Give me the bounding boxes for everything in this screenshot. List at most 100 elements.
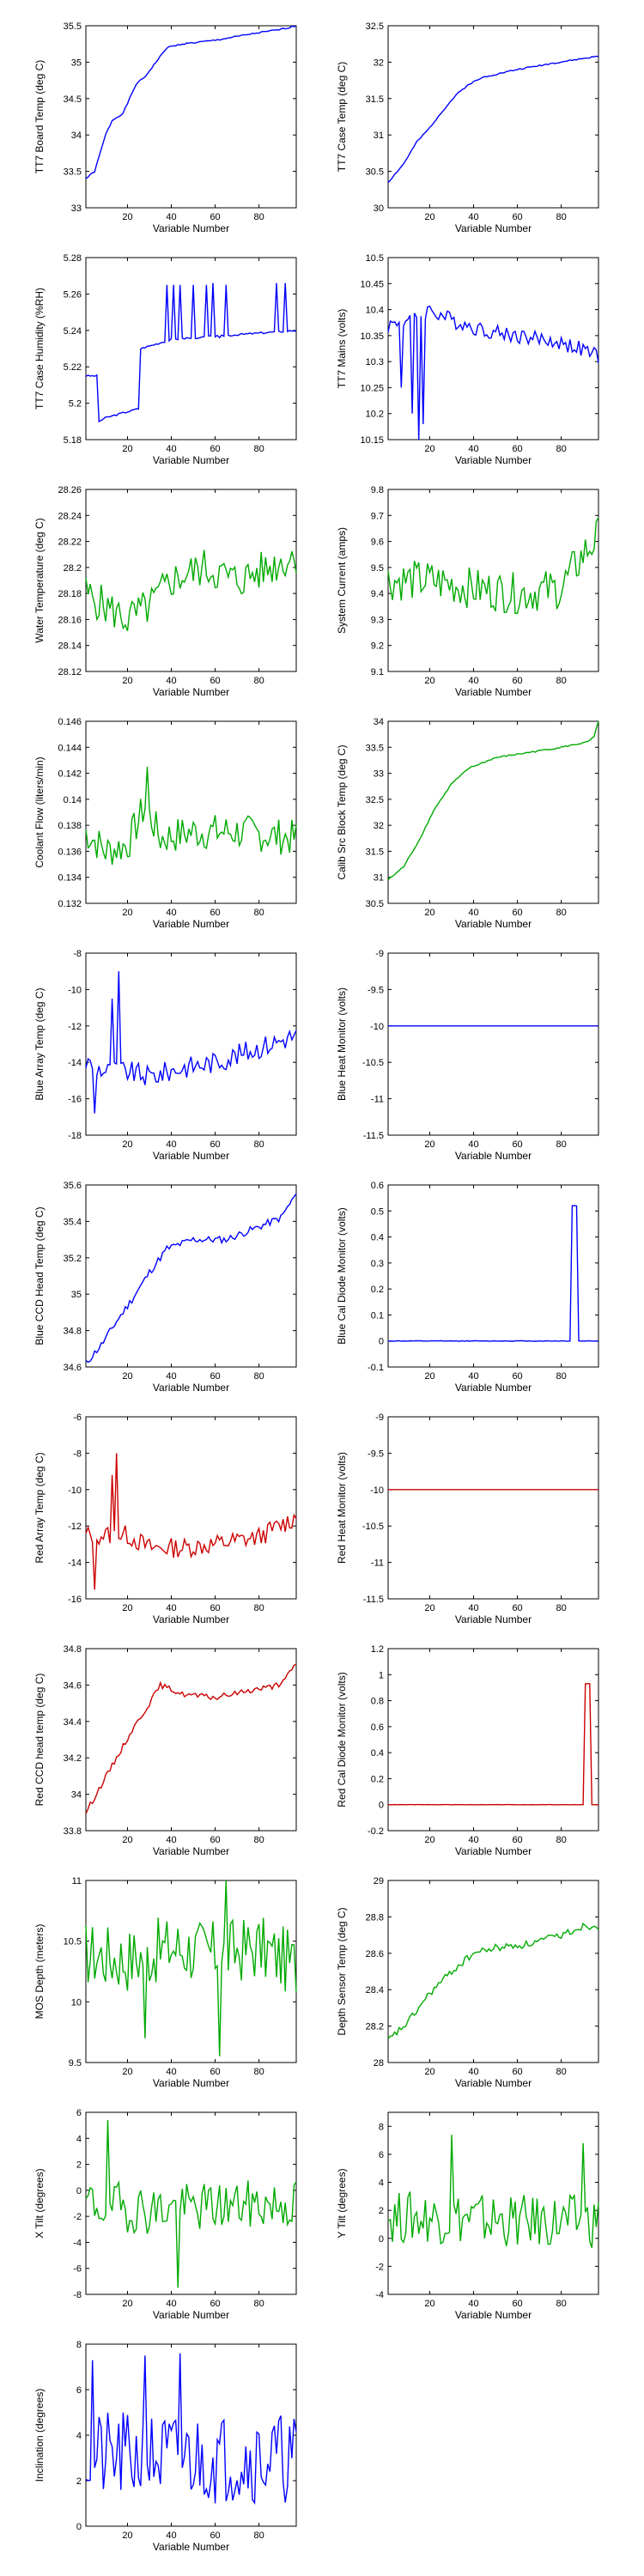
y-tick-label: -6	[73, 1413, 82, 1423]
x-axis-label: Variable Number	[153, 1845, 229, 1857]
axes-box	[387, 1648, 599, 1832]
series-line	[387, 720, 599, 881]
series-line	[85, 1880, 297, 2057]
y-tick-label: 2	[379, 2206, 384, 2216]
y-tick-label: -0.2	[368, 1826, 384, 1837]
x-tick-label: 40	[468, 1603, 478, 1613]
y-axis-label: Depth Sensor Temp (deg C)	[336, 1907, 348, 2035]
subplot-6: 20 40 60 80 9.1 9.2 9.3 9.4 9.5 9.6 9.7 9.8 Variable…	[336, 485, 599, 698]
y-tick-label: 28.8	[366, 1912, 384, 1923]
x-tick-label: 60	[210, 676, 220, 686]
x-tick-label: 20	[424, 212, 434, 222]
y-tick-label: 2	[76, 2160, 82, 2171]
x-axis-label: Variable Number	[153, 2077, 229, 2089]
x-tick-label: 80	[253, 676, 264, 686]
y-tick-label: -9.5	[368, 985, 384, 995]
series-line	[387, 55, 599, 183]
x-tick-label: 60	[512, 212, 522, 222]
y-tick-label: 33	[71, 204, 82, 214]
y-tick-label: 10.15	[360, 435, 384, 446]
series-line	[85, 766, 297, 866]
series-line	[85, 2353, 297, 2506]
x-axis-label: Variable Number	[455, 222, 532, 234]
subplot-15: 20 40 60 80 33.8 34 34.2 34.4 34.6 34.8 Variable N…	[33, 1644, 297, 1857]
y-tick-label: 0.6	[371, 1722, 384, 1733]
series-line	[85, 25, 297, 179]
y-tick-label: 34	[374, 717, 384, 727]
x-axis-label: Variable Number	[153, 1150, 229, 1162]
x-tick-label: 60	[512, 1139, 522, 1150]
y-tick-label: -18	[68, 1131, 82, 1141]
x-axis-label: Variable Number	[455, 918, 532, 930]
series-line	[387, 517, 599, 615]
y-tick-label: 0.2	[371, 1285, 384, 1295]
x-axis-label: Variable Number	[153, 2541, 229, 2553]
y-tick-label: -10	[68, 1485, 82, 1496]
y-tick-label: 5.22	[64, 362, 82, 373]
y-tick-label: 32.5	[366, 795, 384, 805]
y-tick-label: 35	[71, 1290, 82, 1300]
y-tick-label: 9.8	[371, 485, 384, 495]
y-tick-label: 30.5	[366, 167, 384, 178]
subplot-11: 20 40 60 80 34.6 34.8 35 35.2 35.4 35.6 Variable N…	[33, 1181, 297, 1394]
y-tick-label: -8	[73, 949, 82, 959]
y-tick-label: 31	[374, 131, 384, 141]
y-tick-label: -14	[68, 1558, 82, 1569]
y-tick-label: 28.4	[366, 1985, 384, 1996]
y-tick-label: 32	[374, 821, 384, 831]
x-tick-label: 80	[253, 1835, 264, 1845]
y-tick-label: 28.16	[58, 615, 82, 625]
x-axis-label: Variable Number	[455, 1613, 532, 1625]
x-tick-label: 80	[556, 2067, 566, 2077]
subplot-4: 20 40 60 80 10.15 10.2 10.25 10.3 10.35 10.4 10.45…	[336, 253, 599, 466]
y-tick-label: 0.134	[58, 873, 82, 884]
series-line	[85, 550, 297, 632]
x-tick-label: 80	[556, 1139, 566, 1150]
y-tick-label: 35.5	[64, 21, 82, 32]
x-tick-label: 60	[512, 2067, 522, 2077]
x-tick-label: 60	[210, 2530, 220, 2541]
x-tick-label: 60	[512, 1371, 522, 1382]
x-tick-label: 20	[424, 908, 434, 918]
x-axis-label: Variable Number	[455, 2077, 532, 2089]
x-tick-label: 20	[122, 1835, 132, 1845]
x-tick-label: 20	[424, 444, 434, 454]
y-tick-label: 0	[76, 2186, 82, 2196]
y-tick-label: 10.45	[360, 279, 384, 289]
x-tick-label: 60	[512, 1835, 522, 1845]
y-tick-label: 0	[379, 1337, 384, 1347]
y-tick-label: -16	[68, 1595, 82, 1605]
y-tick-label: 0	[379, 2234, 384, 2245]
y-tick-label: -12	[68, 1022, 82, 1032]
y-tick-label: 10.25	[360, 383, 384, 393]
x-tick-label: 60	[512, 2299, 522, 2309]
y-tick-label: 30	[374, 204, 384, 214]
x-tick-label: 80	[253, 1603, 264, 1613]
y-tick-label: -9.5	[368, 1449, 384, 1459]
y-tick-label: -11	[371, 1095, 384, 1105]
y-tick-label: 34.8	[64, 1327, 82, 1337]
y-tick-label: 10.5	[64, 1937, 82, 1947]
y-tick-label: -10.5	[362, 1058, 384, 1068]
x-tick-label: 60	[210, 2299, 220, 2309]
y-tick-label: 28.12	[58, 667, 82, 677]
y-tick-label: 0.5	[371, 1206, 384, 1217]
y-axis-label: X Tilt (degrees)	[33, 2168, 46, 2238]
x-tick-label: 40	[166, 2530, 176, 2541]
y-tick-label: -10	[370, 1022, 384, 1032]
y-tick-label: 9.3	[371, 615, 384, 625]
series-line	[387, 305, 599, 440]
series-line	[387, 2135, 599, 2249]
x-axis-label: Variable Number	[455, 2309, 532, 2321]
x-tick-label: 80	[253, 212, 264, 222]
axes-box	[85, 2111, 297, 2295]
y-axis-label: TT7 Mains (volts)	[336, 309, 348, 389]
y-tick-label: 0.4	[371, 1233, 384, 1243]
x-tick-label: 80	[253, 1371, 264, 1382]
x-axis-label: Variable Number	[153, 454, 229, 466]
y-tick-label: -11.5	[363, 1131, 384, 1141]
x-tick-label: 40	[468, 1139, 478, 1150]
y-tick-label: 0.8	[371, 1697, 384, 1707]
y-tick-label: 10.2	[366, 410, 384, 420]
